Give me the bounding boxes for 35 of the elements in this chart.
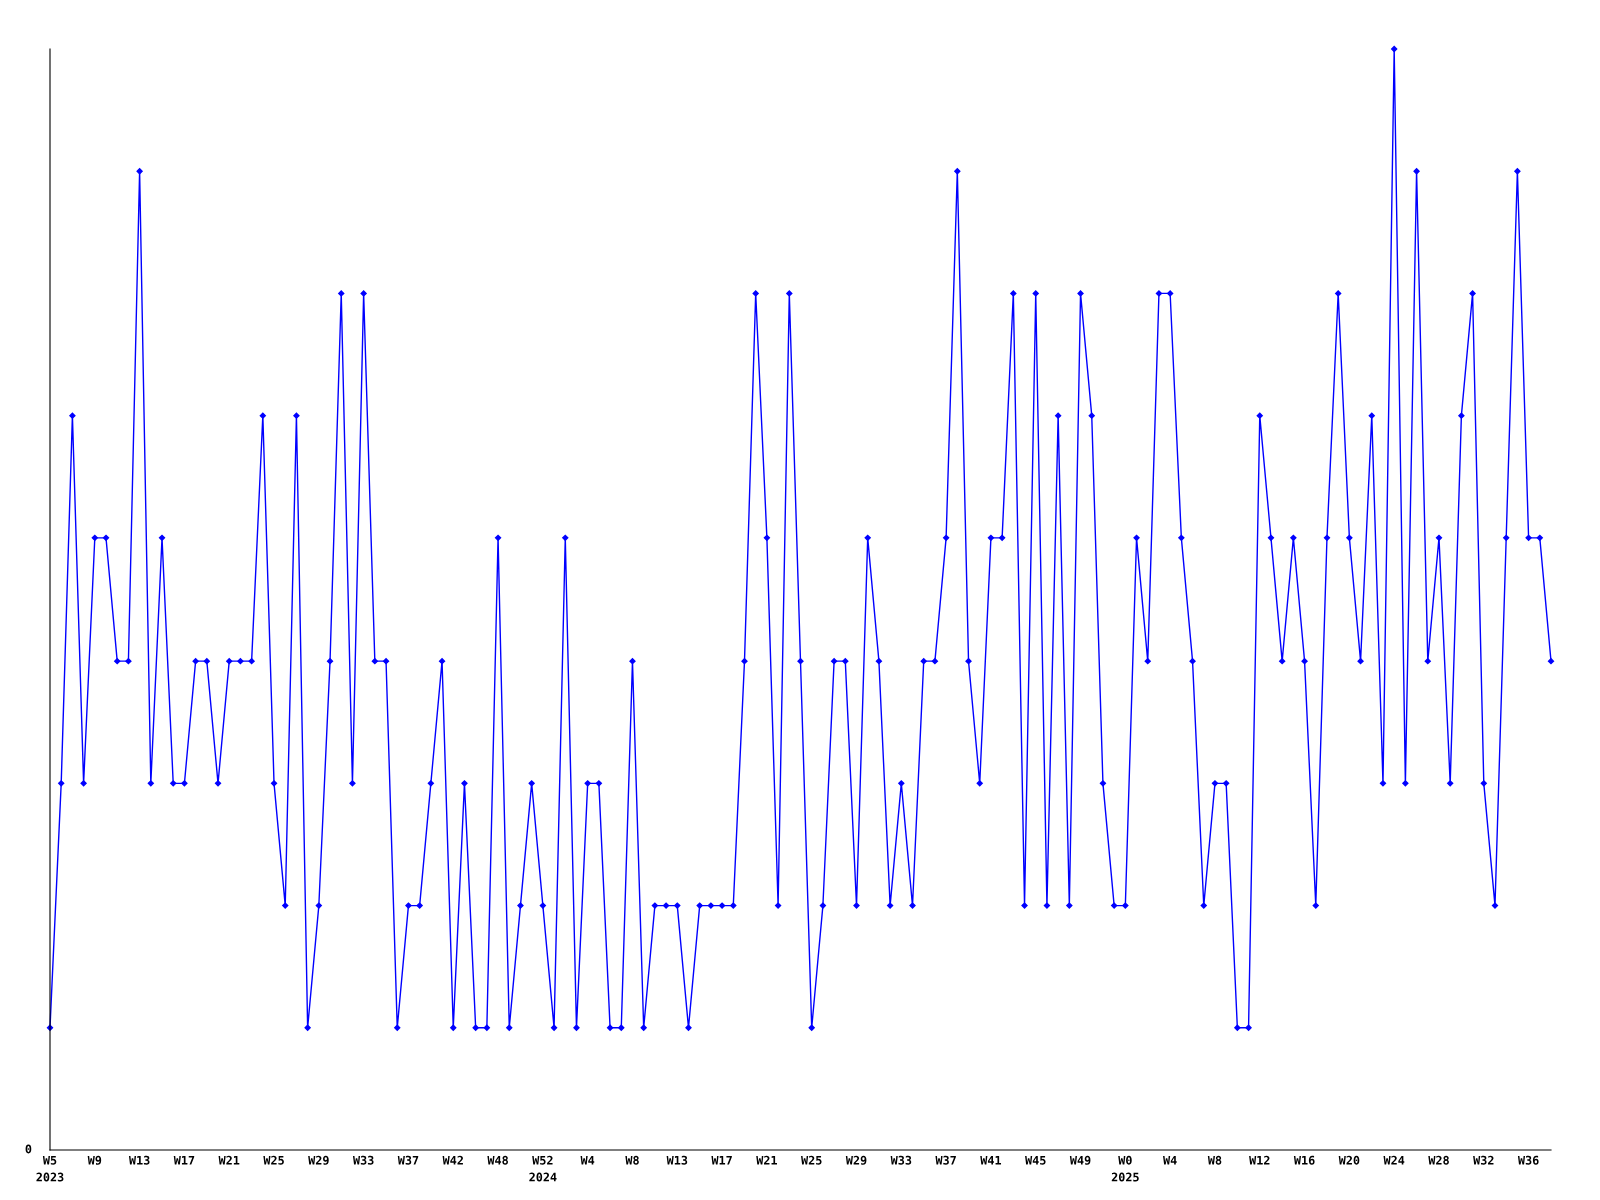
x-tick-label: W16 — [1293, 1155, 1315, 1165]
x-tick-label: W20 — [1338, 1155, 1360, 1165]
x-tick-label: W36 — [1517, 1155, 1539, 1165]
x-tick-label: W0 2025 — [1111, 1155, 1139, 1182]
x-tick-label: W52 2024 — [529, 1155, 557, 1182]
x-tick-label: W49 — [1069, 1155, 1091, 1165]
x-tick-label: W48 — [487, 1155, 508, 1165]
x-tick-label: W41 — [980, 1155, 1002, 1165]
x-tick-label: W29 — [308, 1155, 329, 1165]
x-tick-label: W21 — [756, 1155, 777, 1165]
x-tick-label: W33 — [890, 1155, 912, 1165]
x-tick-label: W45 — [1025, 1155, 1046, 1165]
x-tick-label: W8 — [625, 1155, 639, 1165]
x-tick-label: W37 — [935, 1155, 956, 1165]
x-tick-label: W4 — [1163, 1155, 1177, 1165]
x-tick-label: W24 — [1383, 1155, 1405, 1165]
x-tick-label: W33 — [352, 1155, 374, 1165]
x-tick-label: W8 — [1207, 1155, 1222, 1165]
x-tick-label: W12 — [1249, 1155, 1270, 1165]
x-tick-label: W13 — [128, 1155, 150, 1165]
x-tick-label: W42 — [442, 1155, 463, 1165]
x-tick-label: W28 — [1428, 1155, 1449, 1165]
x-tick-label: W21 — [218, 1155, 240, 1165]
x-tick-label: W9 — [87, 1155, 102, 1165]
x-tick-label: W37 — [397, 1155, 419, 1165]
text: 0 — [25, 1144, 32, 1154]
x-tick-label: W25 — [263, 1155, 284, 1165]
x-tick-label: W13 — [666, 1155, 688, 1165]
x-tick-label: W5 2023 — [36, 1155, 64, 1182]
x-tick-label: W17 — [173, 1155, 195, 1165]
x-tick-label: W4 — [580, 1155, 595, 1165]
x-tick-label: W17 — [711, 1155, 732, 1165]
x-tick-label: W29 — [845, 1155, 867, 1165]
x-tick-label: W25 — [801, 1155, 822, 1165]
x-tick-label: W32 — [1473, 1155, 1494, 1165]
